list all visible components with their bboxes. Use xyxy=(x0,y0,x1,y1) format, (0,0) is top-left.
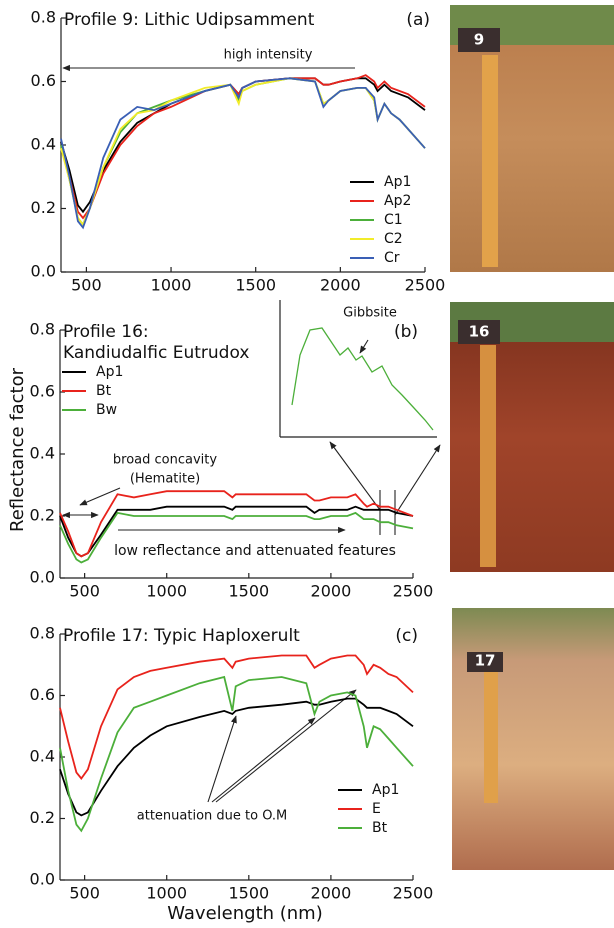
series-line xyxy=(61,78,425,211)
legend-label: Ap1 xyxy=(372,782,399,798)
x-tick-label: 2500 xyxy=(405,276,446,295)
legend-label: E xyxy=(372,801,381,817)
x-tick-label: 2500 xyxy=(393,582,434,601)
x-tick-label: 1500 xyxy=(235,276,276,295)
panel-title: Profile 17: Typic Haploxerult xyxy=(63,626,300,646)
x-tick-label: 2000 xyxy=(311,582,352,601)
legend-label: Ap1 xyxy=(96,364,123,380)
x-tick-label: 2000 xyxy=(320,276,361,295)
series-line xyxy=(60,699,413,816)
legend-label: Bt xyxy=(372,820,388,836)
photo-label: 9 xyxy=(474,31,484,49)
photo-label: 17 xyxy=(475,652,496,670)
y-tick-label: 0.2 xyxy=(31,198,56,217)
panel-title: Profile 16: xyxy=(63,322,149,342)
y-tick-label: 0.2 xyxy=(30,808,55,827)
y-tick-label: 0.0 xyxy=(31,262,56,281)
photo-label: 16 xyxy=(469,323,490,341)
x-tick-label: 2000 xyxy=(311,884,352,903)
x-tick-label: 1000 xyxy=(146,582,187,601)
y-tick-label: 0.4 xyxy=(30,747,55,766)
legend-label: C2 xyxy=(384,231,403,247)
legend-label: Bt xyxy=(96,383,112,399)
panel-label: (c) xyxy=(395,626,418,646)
series-line xyxy=(61,75,425,218)
x-axis-label: Wavelength (nm) xyxy=(167,903,323,924)
x-tick-label: 1500 xyxy=(228,884,269,903)
annotation: high intensity xyxy=(224,48,313,63)
y-tick-label: 0.8 xyxy=(31,8,56,27)
x-tick-label: 500 xyxy=(69,582,100,601)
panel-title: Kandiudalfic Eutrudox xyxy=(63,343,249,363)
y-tick-label: 0.6 xyxy=(30,382,55,401)
y-tick-label: 0.0 xyxy=(30,870,55,889)
legend-label: C1 xyxy=(384,212,403,228)
annotation: Gibbsite xyxy=(343,306,397,321)
y-tick-label: 0.4 xyxy=(30,444,55,463)
legend-label: Cr xyxy=(384,250,400,266)
panel-label: (a) xyxy=(406,10,430,30)
panel-title: Profile 9: Lithic Udipsamment xyxy=(64,10,315,30)
x-tick-label: 1000 xyxy=(146,884,187,903)
photo-c xyxy=(452,608,614,870)
y-tick-label: 0.2 xyxy=(30,506,55,525)
y-tick-label: 0.6 xyxy=(30,685,55,704)
annotation: broad concavity xyxy=(113,453,217,468)
y-tick-label: 0.6 xyxy=(31,71,56,90)
photo-b xyxy=(450,302,614,572)
panel-label: (b) xyxy=(394,322,418,342)
arrows-a-c xyxy=(63,68,356,802)
x-tick-label: 2500 xyxy=(393,884,434,903)
x-tick-label: 1000 xyxy=(151,276,192,295)
legend-label: Ap2 xyxy=(384,193,411,209)
y-axis-label: Reflectance factor xyxy=(7,367,28,532)
annotation: attenuation due to O.M xyxy=(137,809,288,824)
figure: Reflectance factor Wavelength (nm) 0.0 0.… xyxy=(0,0,614,928)
legend-label: Bw xyxy=(96,402,117,418)
legend-label: Ap1 xyxy=(384,174,411,190)
y-tick-label: 0.8 xyxy=(30,320,55,339)
x-tick-label: 1500 xyxy=(228,582,269,601)
x-tick-label: 500 xyxy=(71,276,102,295)
y-tick-label: 0.4 xyxy=(31,135,56,154)
annotation: low reflectance and attenuated features xyxy=(114,543,396,559)
x-tick-label: 500 xyxy=(69,884,100,903)
annotation: (Hematite) xyxy=(130,472,200,487)
series-line xyxy=(60,656,413,779)
y-tick-label: 0.0 xyxy=(30,568,55,587)
y-tick-label: 0.8 xyxy=(30,624,55,643)
